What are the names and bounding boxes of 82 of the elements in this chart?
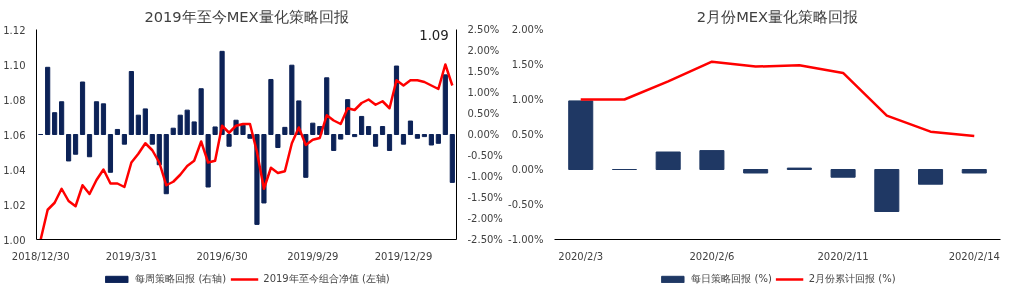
- bar: [830, 169, 856, 178]
- y-tick-label: 2.00%: [511, 24, 544, 35]
- bar: [366, 126, 372, 135]
- bar: [449, 134, 455, 183]
- y-tick-label: -0.50%: [508, 199, 544, 210]
- legend-label: 2019年至今组合净值 (左轴): [263, 272, 390, 286]
- bar: [149, 134, 155, 145]
- bar: [359, 115, 365, 135]
- x-tick-label: 2020/2/3: [558, 250, 604, 262]
- y-tick-label: 1.02: [3, 199, 26, 211]
- bar: [100, 103, 107, 135]
- y-tick-label: 1.06: [3, 129, 26, 141]
- bar: [79, 81, 86, 135]
- x-tick-label: 2019/12/29: [374, 250, 433, 262]
- bar: [338, 134, 344, 140]
- y-tick-label: 0.50%: [511, 129, 544, 140]
- bar: [442, 74, 448, 135]
- bar: [743, 169, 769, 174]
- bar: [435, 134, 441, 144]
- y2-tick-label: 2.00%: [467, 45, 500, 56]
- legend-label: 每日策略回报 (%): [691, 272, 772, 286]
- bar: [128, 71, 134, 135]
- x-tick-label: 2019/6/30: [196, 250, 248, 262]
- bar: [66, 134, 72, 162]
- y2-tick-label: -2.50%: [467, 234, 503, 245]
- bar: [45, 66, 51, 135]
- bar: [918, 169, 944, 185]
- legend-label: 每周策略回报 (右轴): [135, 272, 227, 286]
- y2-tick-label: -2.00%: [467, 213, 503, 224]
- bar: [699, 150, 725, 170]
- y-tick-label: 1.00%: [511, 94, 544, 105]
- y-tick-label: 1.00: [3, 234, 26, 246]
- bar: [331, 134, 337, 151]
- bar: [72, 134, 79, 155]
- y-tick-label: 1.08: [3, 94, 26, 106]
- y-tick-label: 1.50%: [511, 59, 544, 70]
- bar: [114, 128, 121, 135]
- y2-tick-label: -0.50%: [467, 150, 503, 161]
- annotation: 1.09: [419, 27, 449, 43]
- bar: [407, 120, 414, 135]
- x-tick-label: 2019/9/29: [287, 250, 339, 262]
- bar: [386, 134, 393, 151]
- bar: [414, 134, 421, 139]
- y-tick-label: 0.00%: [511, 164, 544, 175]
- bar: [93, 101, 100, 135]
- bar: [135, 114, 141, 135]
- bar: [655, 151, 681, 170]
- bar: [52, 112, 58, 135]
- x-tick-label: 2018/12/30: [11, 250, 70, 262]
- bar: [352, 134, 358, 138]
- bar: [568, 100, 594, 170]
- bar: [379, 126, 386, 135]
- y2-tick-label: 1.00%: [467, 87, 500, 98]
- bar: [372, 134, 379, 147]
- bar: [428, 134, 434, 146]
- bar: [107, 134, 114, 173]
- y2-tick-label: 0.50%: [467, 108, 500, 119]
- chart-title: 2019年至今MEX量化策略回报: [144, 7, 349, 25]
- y2-tick-label: 1.50%: [467, 66, 500, 77]
- x-tick-label: 2020/2/6: [689, 250, 735, 262]
- bar: [121, 134, 127, 145]
- y2-tick-label: 2.50%: [467, 24, 500, 35]
- bar: [421, 134, 427, 138]
- x-tick-label: 2020/2/11: [817, 250, 869, 262]
- line-series: [579, 60, 976, 138]
- y-tick-label: 1.12: [3, 24, 26, 36]
- bar: [400, 134, 407, 145]
- chart-title: 2月份MEX量化策略回报: [696, 7, 859, 25]
- x-tick-label: 2020/2/14: [948, 250, 1000, 262]
- x-tick-label: 2019/3/31: [105, 250, 158, 262]
- y-tick-label: -1.00%: [508, 234, 544, 245]
- legend-label: 2月份累计回报 (%): [808, 272, 896, 286]
- bar: [142, 108, 148, 135]
- y2-tick-label: -1.50%: [467, 192, 503, 203]
- bar: [59, 101, 65, 135]
- bar: [874, 169, 900, 212]
- y-tick-label: 1.10: [3, 59, 26, 71]
- y-tick-label: 1.04: [3, 164, 26, 176]
- y2-tick-label: -1.00%: [467, 171, 503, 182]
- y2-tick-label: 0.00%: [467, 129, 500, 140]
- bar: [961, 169, 987, 174]
- bar: [86, 134, 93, 158]
